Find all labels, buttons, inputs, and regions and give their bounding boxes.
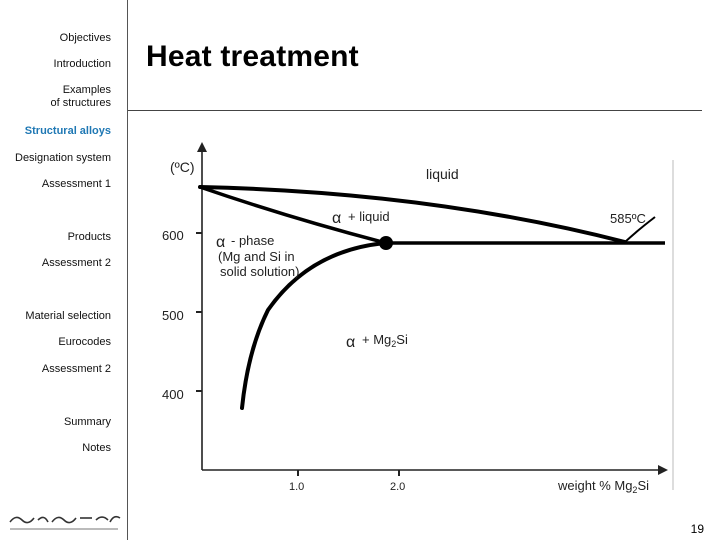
- nav-item-examples-line2: of structures: [50, 97, 111, 109]
- y-axis-arrow: [197, 142, 207, 152]
- nav-item-assessment-2[interactable]: Assessment 2: [41, 257, 111, 269]
- nav-item-summary[interactable]: Summary: [63, 416, 111, 428]
- alpha-phase-label: - phase: [231, 233, 274, 248]
- nav-item-examples-line1: Examples: [62, 84, 111, 96]
- eutectic-temp-label: 585ºC: [610, 211, 646, 226]
- nav-item-examples[interactable]: Examples of structures: [50, 84, 111, 110]
- nav-item-introduction[interactable]: Introduction: [53, 58, 111, 70]
- nav-item-notes[interactable]: Notes: [82, 442, 111, 454]
- liquid-label: liquid: [426, 166, 459, 182]
- alpha-symbol-1: α: [332, 210, 341, 227]
- slide-number: 19: [690, 522, 704, 536]
- eutectic-right: [624, 216, 656, 243]
- alpha-liquid-label: + liquid: [348, 209, 390, 224]
- phase-diagram: 600 500 400 1.0 2.0 (ºC) weight % Mg2Si …: [162, 142, 674, 495]
- nav-item-products[interactable]: Products: [67, 231, 111, 243]
- slide-title: Heat treatment: [146, 40, 359, 73]
- nav-item-eurocodes[interactable]: Eurocodes: [58, 336, 111, 348]
- x-axis-label: weight % Mg2Si: [557, 478, 649, 495]
- susteel-logo: [6, 512, 122, 539]
- x-tick-label-1: 1.0: [289, 481, 304, 493]
- x-axis-arrow: [658, 465, 668, 475]
- nav-item-objectives[interactable]: Objectives: [59, 32, 111, 44]
- alpha-mg2si-label: + Mg2Si: [362, 332, 408, 349]
- eutectic-point: [379, 236, 393, 250]
- nav-item-designation-system[interactable]: Designation system: [15, 152, 111, 164]
- sidebar-nav: Objectives Introduction Examples of stru…: [0, 0, 128, 540]
- y-axis-label: (ºC): [170, 159, 195, 175]
- alpha-phase-line3: solid solution): [220, 264, 300, 279]
- alpha-phase-line2: (Mg and Si in: [218, 249, 295, 264]
- y-tick-label-600: 600: [162, 228, 184, 243]
- alpha-symbol-2: α: [216, 234, 225, 251]
- y-tick-label-500: 500: [162, 308, 184, 323]
- nav-item-material-selection[interactable]: Material selection: [25, 310, 111, 322]
- alpha-symbol-3: α: [346, 334, 355, 351]
- title-divider: [128, 110, 702, 111]
- y-tick-label-400: 400: [162, 387, 184, 402]
- nav-item-assessment-2b[interactable]: Assessment 2: [41, 363, 111, 375]
- nav-item-structural-alloys[interactable]: Structural alloys: [24, 125, 111, 137]
- solvus-curve: [240, 241, 388, 410]
- nav-item-assessment-1[interactable]: Assessment 1: [41, 178, 111, 190]
- x-tick-label-2: 2.0: [390, 481, 405, 493]
- liquidus-curve: [198, 185, 627, 244]
- alpha-liquidus-curve: [198, 185, 388, 245]
